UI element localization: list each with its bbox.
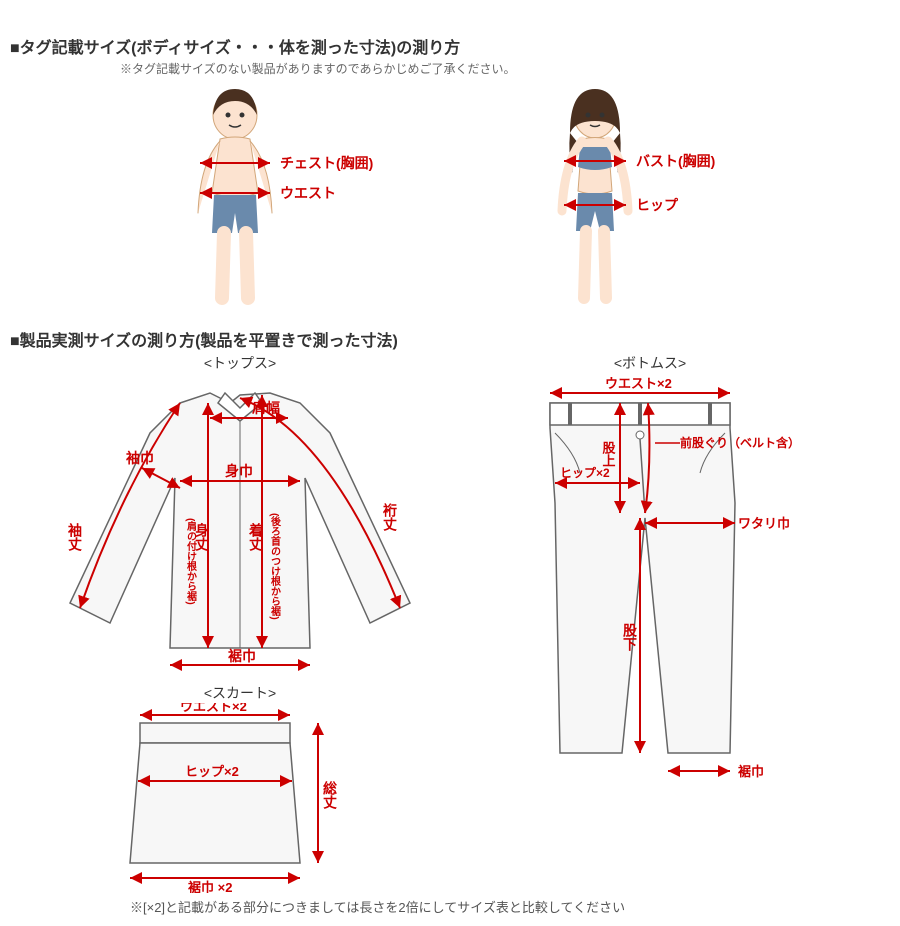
label-pants-suso: 裾巾: [738, 764, 764, 779]
label-yukitake: 裄丈: [382, 502, 398, 532]
label-matashita: 股下: [622, 623, 638, 652]
label-mihaba: 身巾: [225, 463, 253, 479]
label-mitake: 身丈: [194, 522, 210, 552]
label-male-chest: チェスト(胸囲): [280, 155, 373, 171]
label-skirt-waist: ウエスト×2: [180, 703, 247, 714]
female-figure: バスト(胸囲) ヒップ: [500, 83, 760, 313]
garment-section: <トップス> 肩幅 身巾 袖巾 袖丈 裄丈 身丈: [30, 353, 890, 893]
label-maemata: 前股ぐり（ベルト含）: [680, 435, 800, 450]
male-figure: チェスト(胸囲) ウエスト: [140, 83, 400, 313]
label-kitake-note: (後ろ首のつけ根から裾): [269, 513, 281, 620]
heading-2: ■製品実測サイズの測り方(製品を平置きで測った寸法): [10, 327, 890, 351]
label-female-hip: ヒップ: [636, 197, 679, 213]
shirt-diagram: 肩幅 身巾 袖巾 袖丈 裄丈 身丈 (肩の付け根から裾) 着丈 (後ろ首のつけ根…: [30, 373, 450, 683]
sublabel-tops: <トップス>: [204, 353, 276, 373]
label-skirt-hip: ヒップ×2: [185, 764, 239, 779]
label-skirt-suso: 裾巾 ×2: [188, 880, 232, 893]
pants-diagram: ウエスト×2 股上 前股ぐり（ベルト含） ヒップ×2 ワタリ巾 股下 裾巾: [480, 373, 820, 803]
label-pants-waist: ウエスト×2: [605, 376, 672, 391]
note-1: ※タグ記載サイズのない製品がありますのであらかじめご了承ください。: [120, 60, 890, 77]
heading-1: ■タグ記載サイズ(ボディサイズ・・・体を測った寸法)の測り方: [10, 34, 890, 58]
label-kitake: 着丈: [248, 522, 264, 552]
label-skirt-soutake: 総丈: [322, 780, 338, 810]
label-sodetake: 袖丈: [67, 522, 83, 552]
label-watari: ワタリ巾: [738, 516, 790, 531]
label-kata: 肩幅: [252, 400, 280, 416]
skirt-diagram: ウエスト×2 ヒップ×2 総丈 裾巾 ×2: [70, 703, 410, 893]
body-figures-row: チェスト(胸囲) ウエスト バスト(胸囲) ヒップ: [10, 83, 890, 313]
label-mataue: 股上: [601, 441, 616, 467]
label-mitake-note: (肩の付け根から裾): [185, 518, 197, 605]
sublabel-skirt: <スカート>: [204, 683, 276, 703]
label-susohaba: 裾巾: [228, 648, 256, 664]
label-male-waist: ウエスト: [280, 185, 336, 201]
label-female-bust: バスト(胸囲): [636, 153, 715, 169]
label-pants-hip: ヒップ×2: [560, 465, 610, 480]
sublabel-bottoms: <ボトムス>: [614, 353, 686, 373]
